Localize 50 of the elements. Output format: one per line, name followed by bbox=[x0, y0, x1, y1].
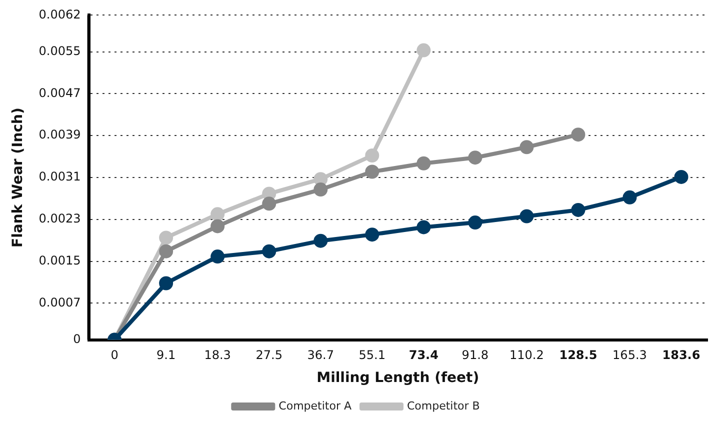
point bbox=[159, 230, 174, 245]
x-tick-label: 18.3 bbox=[204, 348, 231, 362]
point bbox=[210, 207, 225, 222]
point bbox=[365, 148, 380, 163]
point bbox=[416, 43, 431, 58]
point bbox=[210, 250, 225, 264]
point bbox=[416, 220, 431, 234]
point bbox=[262, 244, 276, 258]
point bbox=[365, 164, 380, 179]
point bbox=[520, 209, 534, 224]
y-axis-title: Flank Wear (Inch) bbox=[10, 108, 26, 248]
y-tick-label: 0.0015 bbox=[38, 253, 81, 268]
x-axis-title: Milling Length (feet) bbox=[316, 370, 480, 386]
y-tick-label: 0 bbox=[73, 332, 81, 346]
y-tick-label: 0.0047 bbox=[38, 86, 81, 100]
point bbox=[314, 172, 328, 186]
point bbox=[468, 216, 482, 230]
y-tick-label: 0.0062 bbox=[38, 7, 81, 22]
y-tick-label: 0.0023 bbox=[38, 212, 81, 226]
point bbox=[262, 196, 276, 211]
x-tick-label: 27.5 bbox=[256, 348, 282, 362]
point bbox=[622, 190, 637, 204]
x-tick-label: 36.7 bbox=[307, 348, 334, 362]
point bbox=[314, 182, 328, 197]
x-tick-label: 110.2 bbox=[510, 348, 544, 362]
x-tick-label: 55.1 bbox=[358, 348, 386, 362]
point bbox=[571, 128, 586, 142]
x-tick-label: 165.3 bbox=[612, 348, 647, 362]
point bbox=[571, 202, 586, 217]
legend-label: Competitor A bbox=[278, 399, 352, 412]
x-tick-label: 128.5 bbox=[559, 348, 598, 362]
point bbox=[520, 140, 534, 154]
y-tick-label: 0.0055 bbox=[38, 44, 81, 58]
y-tick-label: 0.0031 bbox=[38, 170, 81, 184]
point bbox=[416, 156, 431, 170]
x-tick-label: 9.1 bbox=[156, 348, 176, 362]
y-tick-label: 0.0007 bbox=[38, 295, 81, 310]
point bbox=[159, 244, 174, 258]
x-tick-label: 0 bbox=[110, 348, 118, 362]
point bbox=[468, 150, 482, 165]
point bbox=[210, 219, 225, 234]
x-tick-label: 183.6 bbox=[662, 348, 700, 362]
point bbox=[365, 228, 380, 242]
point bbox=[159, 276, 174, 290]
x-tick-label: 91.8 bbox=[462, 348, 489, 362]
legend-label: Competitor B bbox=[406, 399, 480, 412]
point bbox=[314, 234, 328, 248]
x-tick-label: 73.4 bbox=[408, 348, 438, 362]
point bbox=[674, 170, 688, 184]
y-tick-label: 0.0039 bbox=[38, 128, 81, 142]
